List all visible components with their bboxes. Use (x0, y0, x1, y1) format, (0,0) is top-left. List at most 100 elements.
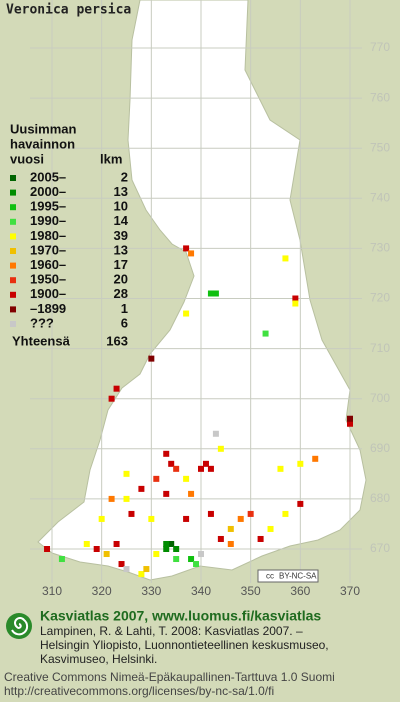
license-line: Creative Commons Nimeä-Epäkaupallinen-Ta… (4, 670, 335, 684)
observation-square (292, 300, 299, 307)
legend-label: 1995– (30, 199, 66, 214)
observations (44, 245, 353, 578)
y-tick-label: 670 (370, 541, 390, 555)
observation-square (198, 551, 204, 558)
observation-square (108, 395, 115, 402)
y-tick-label: 720 (370, 291, 390, 305)
grid: 770 760 750 740 730 720 710 700 690 680 670 310 320 3… (30, 0, 390, 598)
observation-square (227, 525, 234, 532)
legend-swatch (10, 277, 16, 284)
legend-swatch (10, 233, 16, 240)
legend-header: vuosi (10, 151, 44, 166)
observation-square (118, 561, 125, 568)
observation-square (173, 465, 180, 472)
y-tick-label: 680 (370, 491, 390, 505)
y-tick-label: 730 (370, 241, 390, 255)
map-title: Veronica persica (6, 3, 131, 18)
cc-badge-cc: cc (266, 572, 274, 581)
legend-total: 163 (106, 333, 128, 348)
observation-square (193, 561, 200, 568)
observation-square (227, 540, 234, 547)
legend-count: 14 (114, 213, 129, 228)
y-tick-label: 710 (370, 341, 390, 355)
observation-square (163, 546, 170, 552)
legend-label: 1980– (30, 228, 66, 243)
observation-square (217, 535, 224, 542)
observation-square (262, 330, 269, 337)
legend-swatch (10, 218, 16, 225)
observation-square (93, 546, 100, 552)
legend-label: 2000– (30, 184, 66, 199)
finland-outline (37, 0, 367, 581)
observation-square (173, 546, 180, 552)
observation-square (347, 420, 353, 427)
legend-count-header: lkm (100, 151, 122, 166)
observation-square (297, 500, 304, 507)
observation-square (83, 540, 90, 547)
observation-square (267, 525, 274, 532)
observation-square (292, 295, 299, 302)
legend-label: 1950– (30, 272, 66, 287)
observation-square (163, 450, 170, 457)
legend-swatch (10, 291, 16, 298)
x-tick-label: 340 (191, 584, 211, 598)
footer-heading: Kasviatlas 2007, www.luomus.fi/kasviatla… (40, 608, 321, 624)
observation-square (148, 515, 155, 522)
observation-square (183, 310, 190, 317)
legend-swatch (10, 175, 16, 181)
observation-square (44, 546, 51, 552)
observation-square (103, 551, 110, 558)
legend-count: 28 (114, 286, 128, 301)
observation-square (247, 510, 254, 517)
logo (6, 613, 32, 639)
legend-count: 39 (114, 228, 128, 243)
x-tick-label: 320 (92, 584, 112, 598)
observation-square (58, 556, 65, 563)
cc-badge (257, 569, 319, 583)
legend-swatch (10, 204, 16, 211)
legend-label: 1900– (30, 286, 66, 301)
legend-label: 1970– (30, 242, 66, 257)
observation-square (257, 535, 264, 542)
legend-count: 10 (114, 199, 128, 214)
observation-square (113, 385, 120, 392)
observation-square (163, 540, 170, 547)
observation-square (168, 460, 175, 467)
logo-spiral (11, 617, 29, 636)
citation-line: Lampinen, R. & Lahti, T. 2008: Kasviatla… (40, 624, 303, 638)
citation-line: Kasvimuseo, Helsinki. (40, 652, 157, 666)
legend-swatch (10, 248, 16, 254)
observation-square (173, 556, 180, 563)
legend-count: 6 (121, 315, 128, 330)
observation-square (207, 290, 214, 297)
observation-square (113, 540, 120, 547)
x-tick-label: 360 (290, 584, 310, 598)
y-tick-label: 770 (370, 40, 390, 54)
observation-square (212, 430, 219, 437)
x-tick-label: 330 (141, 584, 161, 598)
observation-square (207, 465, 214, 472)
y-tick-label: 740 (370, 190, 390, 204)
legend-count: 13 (114, 184, 128, 199)
observation-square (163, 490, 170, 497)
observation-square (237, 515, 244, 522)
observation-square (143, 566, 150, 573)
legend-label: 1960– (30, 257, 66, 272)
observation-square (312, 455, 319, 462)
observation-square (98, 515, 105, 522)
observation-square (188, 556, 195, 563)
legend-count: 17 (114, 257, 128, 272)
observation-square (198, 465, 204, 472)
observation-square (183, 515, 190, 522)
observation-square (123, 470, 130, 477)
observation-square (188, 490, 195, 497)
citation-line: Helsingin Yliopisto, Luonnontieteellinen… (40, 638, 329, 652)
observation-square (202, 460, 209, 467)
y-tick-label: 760 (370, 90, 390, 104)
observation-square (123, 566, 130, 573)
license-line: http://creativecommons.org/licenses/by-n… (4, 684, 274, 698)
observation-square (297, 460, 304, 467)
observation-square (277, 465, 284, 472)
observation-square (108, 495, 115, 502)
